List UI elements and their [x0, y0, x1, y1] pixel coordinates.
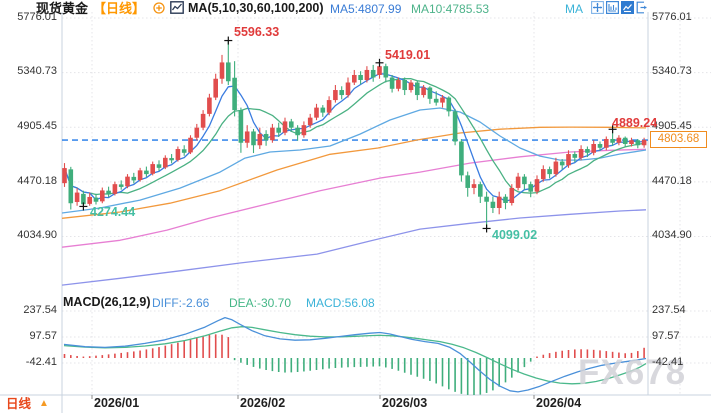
- x-axis-label: 2026/04: [536, 396, 582, 410]
- y-axis-label: 5776.01: [652, 10, 692, 23]
- y-axis-label: 4470.18: [652, 174, 692, 187]
- indicator-panel-icon[interactable]: [606, 1, 619, 14]
- y-axis-label: 5340.73: [652, 65, 692, 77]
- y-axis-label: 4470.18: [17, 174, 57, 187]
- macd-axis-label: 237.54: [652, 303, 686, 316]
- symbol-title: 现货黄金: [36, 1, 89, 16]
- macd-axis-label: 237.54: [23, 303, 57, 316]
- y-axis-label: 4034.90: [17, 229, 57, 241]
- x-axis-label: 2026/02: [240, 396, 286, 410]
- y-axis-label: 4905.45: [17, 120, 57, 132]
- diff-value: DIFF:-2.66: [152, 296, 210, 310]
- ma-more-value: MA: [565, 2, 583, 16]
- y-axis-label: 4034.90: [652, 229, 692, 241]
- chart-view-active-icon[interactable]: [621, 1, 634, 14]
- chevron-up-icon[interactable]: ▲: [39, 398, 49, 409]
- ma-settings-label: MA(5,10,30,60,100,200): [188, 1, 324, 15]
- y-axis-label: 5340.73: [17, 65, 57, 77]
- current-price-label: 4803.68: [650, 131, 707, 148]
- plus-circle-icon[interactable]: [153, 2, 165, 14]
- macd-axis-label: -42.41: [25, 355, 57, 368]
- x-axis-label: 2026/01: [94, 396, 140, 410]
- macd-title: MACD(26,12,9): [63, 295, 151, 309]
- annotation-low: 4274.44: [90, 205, 136, 219]
- x-axis-label: 2026/03: [382, 396, 428, 410]
- macd-axis-label: 97.57: [652, 329, 680, 342]
- period-tag: 【日线】: [93, 1, 146, 16]
- annotation-high: 5419.01: [385, 48, 431, 62]
- crosshair-icon[interactable]: [591, 1, 604, 14]
- kline-chart-icon[interactable]: [170, 1, 184, 14]
- watermark: FX678: [578, 353, 687, 392]
- dea-value: DEA:-30.70: [229, 296, 292, 310]
- y-axis-label: 5776.01: [17, 10, 57, 23]
- macd-axis-label: 97.57: [29, 329, 57, 342]
- annotation-recent-high: 4889.24: [612, 116, 658, 130]
- annotation-low: 4099.02: [492, 228, 538, 242]
- annotation-high: 5596.33: [234, 25, 280, 39]
- macd-value: MACD:56.08: [306, 296, 375, 310]
- macd-axis-label: -42.41: [652, 355, 684, 368]
- y-axis-label: 4905.45: [652, 120, 692, 132]
- exit-fullscreen-icon[interactable]: [636, 1, 649, 14]
- ma5-value: MA5:4807.99: [330, 2, 402, 16]
- ma10-value: MA10:4785.53: [411, 2, 490, 16]
- period-selector[interactable]: 日线: [6, 397, 32, 411]
